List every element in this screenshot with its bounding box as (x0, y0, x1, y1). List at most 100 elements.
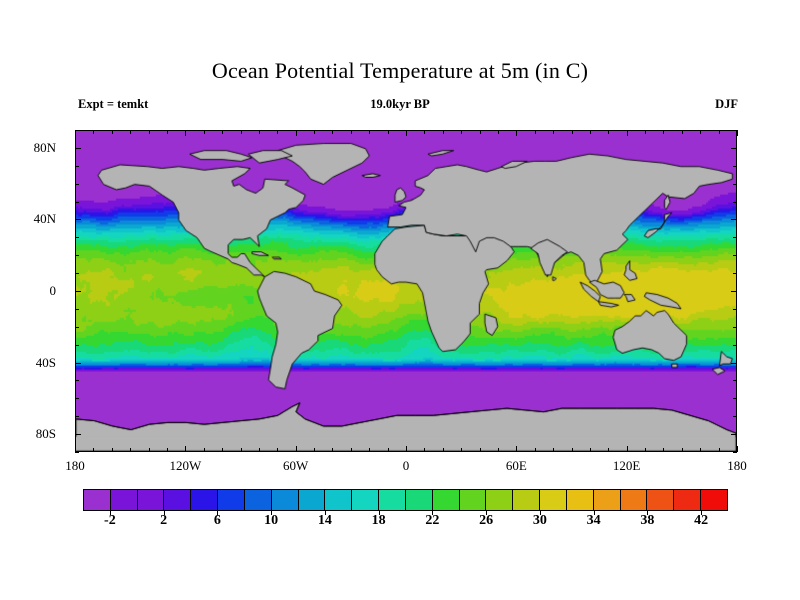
colorbar-tick (486, 511, 488, 515)
colorbar-tick-label: 2 (160, 513, 168, 528)
x-axis-tick (369, 130, 371, 134)
y-axis-tick (75, 362, 81, 364)
x-axis-tick (222, 448, 224, 452)
y-axis-tick (733, 416, 737, 418)
y-axis-label: 80N (33, 139, 56, 155)
x-axis-label: 60E (505, 458, 527, 473)
x-axis-tick (571, 130, 573, 134)
colorbar-tick-label: -2 (104, 513, 116, 528)
x-axis-tick (626, 446, 628, 452)
x-axis-tick (130, 130, 132, 134)
colorbar-cell-14 (459, 490, 487, 510)
x-axis-tick (497, 130, 499, 134)
colorbar-cell-22 (674, 490, 702, 510)
map-plot-area (75, 130, 737, 452)
y-axis-tick (75, 398, 79, 400)
y-axis-tick (731, 291, 737, 292)
x-axis-tick (589, 448, 591, 452)
x-axis-tick (626, 130, 628, 136)
colorbar-cell-4 (191, 490, 219, 510)
colorbar-cell-20 (620, 490, 648, 510)
colorbar (83, 489, 728, 511)
colorbar-tick (539, 511, 541, 515)
y-axis-tick (75, 237, 79, 239)
x-axis-tick (111, 448, 113, 452)
x-axis-tick (571, 448, 573, 452)
colorbar-tick (432, 511, 434, 515)
x-axis-tick (516, 446, 518, 452)
colorbar-tick (163, 511, 165, 515)
x-axis-tick (461, 130, 463, 134)
colorbar-cell-12 (405, 490, 433, 510)
x-axis-tick (314, 448, 316, 452)
x-axis-tick (718, 448, 720, 452)
x-axis-tick (681, 130, 683, 134)
x-axis-tick (608, 130, 610, 134)
colorbar-cell-0 (84, 490, 111, 510)
x-axis-tick (277, 130, 279, 134)
x-axis-tick (332, 130, 334, 134)
colorbar-tick (271, 511, 273, 515)
y-axis-tick (75, 130, 79, 131)
colorbar-tick-label: 42 (694, 513, 709, 528)
y-axis-tick (75, 434, 81, 436)
y-axis-tick (733, 183, 737, 185)
x-axis-tick (166, 130, 168, 134)
colorbar-tick-label: 30 (532, 513, 547, 528)
y-axis-tick (75, 291, 81, 292)
colorbar-tick-label: 10 (264, 513, 279, 528)
x-axis-label: 60W (283, 458, 309, 473)
y-axis-tick (75, 201, 79, 203)
colorbar-cell-10 (352, 490, 380, 510)
colorbar-tick (647, 511, 649, 515)
x-axis-tick (461, 448, 463, 452)
y-axis-tick (733, 326, 737, 328)
y-axis-tick (731, 434, 737, 436)
y-axis-tick (733, 201, 737, 203)
x-axis-tick (203, 448, 205, 452)
x-axis-tick (350, 448, 352, 452)
x-axis-tick (258, 448, 260, 452)
x-axis-tick (387, 130, 389, 134)
x-axis-tick (148, 448, 150, 452)
x-axis-tick (424, 448, 426, 452)
y-axis-tick (733, 452, 737, 453)
y-axis-tick (75, 273, 79, 275)
y-axis-tick (733, 398, 737, 400)
x-axis-tick (185, 130, 187, 136)
colorbar-cell-6 (244, 490, 272, 510)
x-axis-tick (240, 130, 242, 134)
colorbar-cell-18 (566, 490, 594, 510)
x-axis-tick (700, 448, 702, 452)
x-axis-tick (442, 130, 444, 134)
x-axis-tick (442, 448, 444, 452)
colorbar-tick (593, 511, 595, 515)
y-axis-label: 40S (35, 354, 56, 370)
y-axis-label: 40N (33, 211, 56, 227)
x-axis-tick (314, 130, 316, 134)
y-axis-tick (75, 165, 79, 167)
x-axis-tick (75, 130, 76, 136)
y-axis-tick (731, 147, 737, 149)
colorbar-tick-label: 38 (640, 513, 655, 528)
y-axis-label: 0 (49, 283, 57, 298)
y-axis-tick (733, 165, 737, 167)
x-axis-label: 120E (612, 458, 641, 473)
y-axis-tick (75, 380, 79, 382)
colorbar-tick-label: 14 (317, 513, 332, 528)
y-axis-tick (733, 255, 737, 257)
x-axis-tick (332, 448, 334, 452)
x-axis-tick (645, 448, 647, 452)
x-axis-tick (93, 448, 95, 452)
x-axis-label: 180 (65, 458, 85, 473)
colorbar-cell-2 (137, 490, 165, 510)
x-axis-tick (75, 446, 76, 452)
y-axis-tick (733, 344, 737, 346)
page-title: Ocean Potential Temperature at 5m (in C) (211, 58, 589, 83)
y-axis-label: 80S (35, 426, 56, 442)
colorbar-cell-19 (593, 490, 621, 510)
colorbar-labels: -2 2 6 10 14 18 22 26 30 34 38 42 (0, 513, 800, 535)
x-axis-tick (222, 130, 224, 134)
colorbar-cell-23 (701, 490, 727, 510)
colorbar-cell-5 (218, 490, 245, 510)
